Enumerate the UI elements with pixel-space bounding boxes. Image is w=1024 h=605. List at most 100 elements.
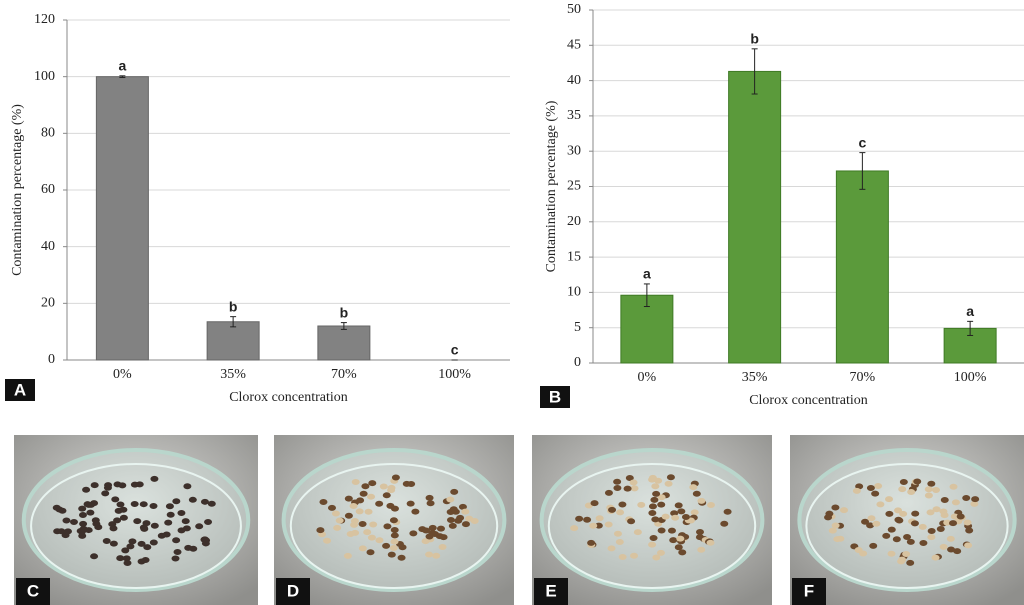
seed [613, 479, 621, 485]
seed [949, 520, 957, 526]
seed [829, 528, 837, 534]
x-tick-label: 0% [638, 370, 657, 385]
seed [391, 532, 399, 538]
seed [957, 513, 965, 519]
seed [919, 540, 927, 546]
y-axis-title: Contamination percentage (%) [10, 104, 25, 276]
bar [836, 171, 888, 363]
seed [201, 499, 209, 505]
seed [131, 501, 139, 507]
seed [104, 482, 112, 488]
seed [172, 556, 180, 562]
significance-letter: b [340, 304, 349, 320]
x-axis-title: Clorox concentration [229, 390, 348, 405]
seed [940, 544, 948, 550]
seed [833, 536, 841, 542]
figure: 0204060801001200%a35%b70%b100%cClorox co… [0, 0, 1024, 605]
seed [950, 484, 958, 490]
seed [678, 549, 686, 555]
seed [898, 486, 906, 492]
seed [113, 517, 121, 523]
seed [360, 491, 368, 497]
seed [450, 489, 458, 495]
seed [82, 487, 90, 493]
seed [62, 518, 70, 524]
seed [693, 491, 701, 497]
seed [650, 535, 658, 541]
seed [426, 495, 434, 501]
y-tick-label: 10 [567, 285, 581, 300]
seed [367, 494, 375, 500]
seed [382, 543, 390, 549]
seed [116, 502, 124, 508]
panel-label: A [14, 380, 26, 399]
y-tick-label: 40 [41, 239, 55, 254]
seed [697, 498, 705, 504]
seed [885, 496, 893, 502]
seed [427, 500, 435, 506]
seed [90, 553, 98, 559]
seed [897, 558, 905, 564]
seed [390, 545, 398, 551]
seed [115, 508, 123, 514]
seed [164, 520, 172, 526]
seed [965, 528, 973, 534]
seed [925, 493, 933, 499]
x-tick-label: 0% [113, 367, 132, 382]
seed [150, 539, 158, 545]
seed [447, 517, 455, 523]
seed [140, 501, 148, 507]
y-tick-label: 50 [567, 2, 581, 17]
seed [937, 526, 945, 532]
x-tick-label: 100% [954, 370, 987, 385]
seed [871, 491, 879, 497]
seed [900, 479, 908, 485]
seed [201, 536, 209, 542]
seed [608, 507, 616, 513]
x-tick-label: 70% [331, 367, 357, 382]
seed [589, 523, 597, 529]
seed [962, 495, 970, 501]
y-tick-label: 60 [41, 182, 55, 197]
seed [634, 529, 642, 535]
seed [932, 487, 940, 493]
seed [440, 534, 448, 540]
significance-letter: c [858, 134, 866, 150]
seed [591, 500, 599, 506]
seed [648, 542, 656, 548]
panel-label: E [545, 581, 556, 600]
seed [971, 496, 979, 502]
seed [911, 511, 919, 517]
y-tick-label: 45 [567, 38, 581, 53]
seed [189, 546, 197, 552]
seed [675, 502, 683, 508]
seed [637, 502, 645, 508]
seed [697, 547, 705, 553]
seed [882, 533, 890, 539]
seed [53, 505, 61, 511]
seed [932, 555, 940, 561]
seed [398, 555, 406, 561]
seed [92, 521, 100, 527]
seed [667, 474, 675, 480]
significance-letter: a [966, 303, 974, 319]
seed [411, 509, 419, 515]
x-tick-label: 35% [220, 367, 246, 382]
seed [345, 496, 353, 502]
seed [855, 547, 863, 553]
seed [662, 514, 670, 520]
seed [927, 481, 935, 487]
seed [649, 503, 657, 509]
seed [103, 538, 111, 544]
significance-letter: b [229, 298, 238, 314]
seed [204, 519, 212, 525]
seed [964, 519, 972, 525]
seed [368, 535, 376, 541]
seed [123, 560, 131, 566]
seed [658, 528, 666, 534]
seed [657, 550, 665, 556]
seed [150, 476, 158, 482]
seed [189, 497, 197, 503]
y-tick-label: 35 [567, 108, 581, 123]
seed [365, 509, 373, 515]
